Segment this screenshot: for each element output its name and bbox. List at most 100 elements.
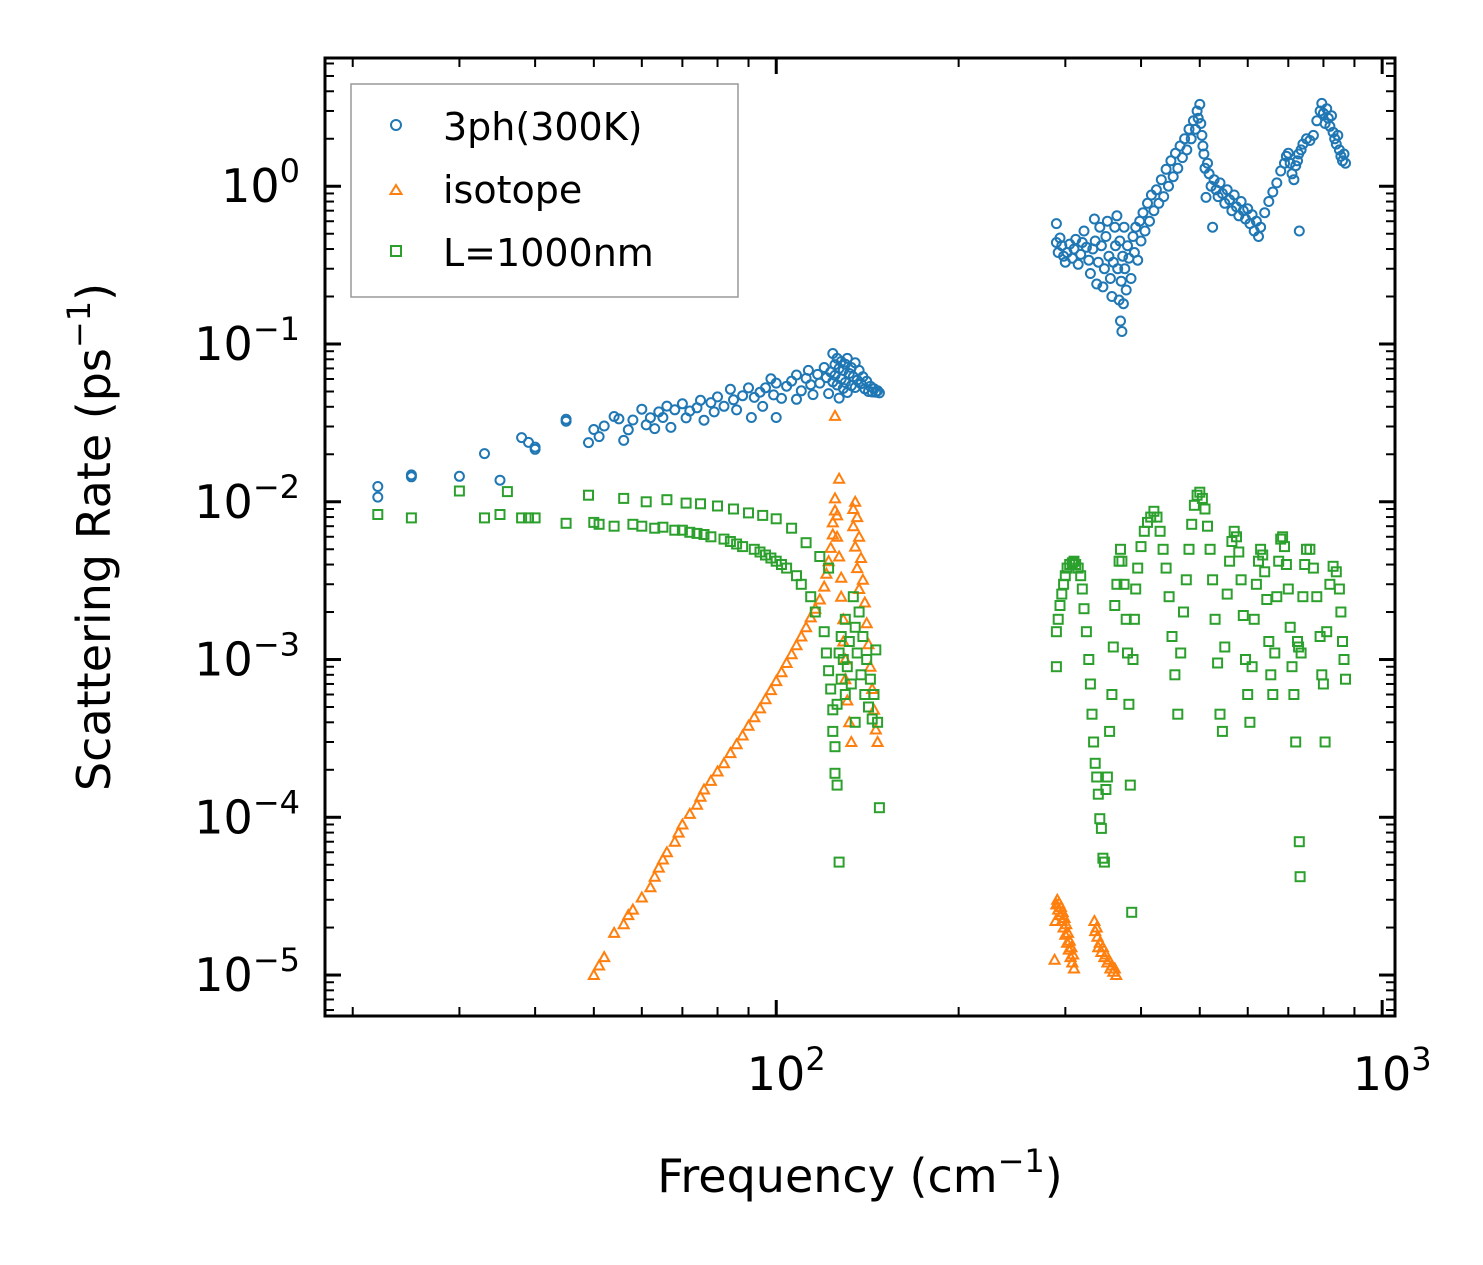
point-l1000nm [523,512,534,524]
point-3ph [1078,225,1090,237]
point-l1000nm [731,538,743,550]
point-isotope [854,550,868,563]
point-3ph [1112,263,1124,275]
point-3ph [622,424,634,436]
point-l1000nm [372,509,384,520]
point-l1000nm [1295,647,1307,659]
point-l1000nm [1100,784,1112,795]
point-3ph [1119,263,1131,275]
point-isotope [1102,952,1116,965]
point-3ph [657,412,669,423]
point-l1000nm [1157,543,1169,555]
point-3ph [1282,147,1294,159]
point-l1000nm [1188,499,1200,511]
point-l1000nm [1086,708,1098,720]
point-3ph [1114,235,1126,247]
point-3ph [1202,157,1213,169]
point-l1000nm [853,606,865,618]
point-3ph [1292,155,1303,167]
point-l1000nm [640,496,652,508]
x-tick-label: 102 [747,1040,826,1101]
point-l1000nm [684,526,696,538]
point-l1000nm [618,492,630,504]
point-l1000nm [835,673,847,685]
point-3ph [757,400,769,412]
point-l1000nm [718,533,730,545]
point-l1000nm [827,725,839,737]
point-l1000nm [1299,559,1311,570]
point-3ph [1267,186,1279,198]
point-3ph [698,414,710,426]
point-3ph [1214,177,1226,189]
point-3ph [791,393,802,405]
point-l1000nm [1127,654,1139,665]
point-3ph [1208,174,1220,186]
point-l1000nm [1202,520,1213,532]
point-3ph [791,369,802,381]
point-3ph [1185,133,1197,145]
point-3ph [1137,207,1149,219]
point-l1000nm [676,524,688,536]
point-3ph [1192,112,1204,124]
point-isotope [683,806,697,819]
point-isotope [789,638,804,651]
point-isotope [690,797,704,810]
point-3ph [583,437,594,449]
point-isotope [660,845,674,858]
point-l1000nm [1207,574,1219,586]
point-l1000nm [805,591,817,603]
point-l1000nm [845,678,857,690]
point-isotope [832,471,846,484]
point-l1000nm [516,512,528,524]
legend-marker-isotope [388,183,404,195]
point-isotope [635,890,649,903]
point-3ph [873,387,885,399]
point-isotope [1059,917,1073,930]
point-3ph [1179,133,1191,145]
point-l1000nm [839,613,851,625]
point-l1000nm [1324,578,1336,590]
point-3ph [669,404,681,416]
point-l1000nm [1294,871,1306,883]
point-3ph [795,385,807,397]
point-3ph [737,390,749,402]
point-3ph [705,397,717,409]
point-isotope [850,561,864,574]
point-3ph [841,352,853,364]
point-l1000nm [847,591,859,603]
point-l1000nm [1163,591,1175,603]
point-l1000nm [1330,566,1342,578]
point-isotope [617,917,631,930]
point-isotope [675,817,690,830]
point-l1000nm [1255,543,1267,555]
point-l1000nm [1321,626,1333,638]
point-isotope [693,789,708,802]
point-l1000nm [501,486,513,498]
point-l1000nm [529,512,541,524]
point-3ph [1109,221,1121,233]
point-isotope [779,655,794,668]
point-l1000nm [1115,543,1126,555]
point-3ph [1100,231,1112,242]
point-3ph [1098,263,1110,275]
point-3ph [405,471,417,483]
point-l1000nm [1335,606,1347,618]
point-3ph [712,391,723,403]
y-tick-label: 10−2 [194,468,300,529]
x-tick-label: 103 [1353,1040,1432,1101]
point-l1000nm [1083,654,1095,665]
point-isotope [592,958,606,971]
point-3ph [1160,163,1172,175]
point-3ph [1117,250,1129,262]
point-isotope [1047,952,1062,965]
point-3ph [1263,196,1275,207]
point-l1000nm [829,767,841,779]
point-l1000nm [1257,549,1269,561]
point-3ph [728,394,739,406]
point-3ph [695,394,706,406]
point-isotope [697,782,711,795]
point-l1000nm [1089,757,1101,769]
point-l1000nm [1319,736,1331,748]
point-isotope [856,572,870,585]
point-l1000nm [1151,511,1163,523]
